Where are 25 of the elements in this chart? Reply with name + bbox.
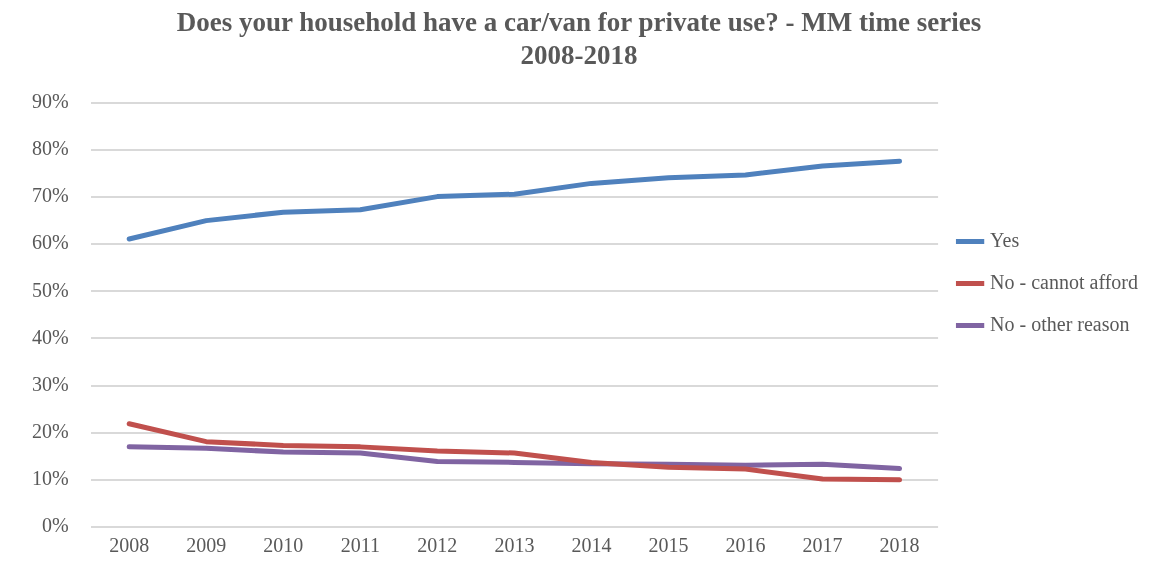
x-tick-label: 2014 [571,534,612,557]
y-tick-label: 0% [41,514,69,537]
y-tick-label: 30% [31,372,69,395]
y-tick-label: 50% [31,278,69,301]
legend-label: Yes [990,228,1020,251]
x-tick-label: 2011 [340,534,380,557]
x-tick-label: 2017 [802,534,843,557]
y-tick-label: 10% [31,467,69,490]
x-tick-label: 2018 [879,534,920,557]
y-tick-label: 60% [31,231,69,254]
chart-title: Does your household have a car/van for private use? - MM time series 2008-2018 [176,7,982,70]
y-tick-label: 70% [31,184,69,207]
x-tick-label: 2008 [109,534,150,557]
legend-label: No - other reason [990,312,1130,335]
y-tick-label: 80% [31,137,69,160]
y-tick-label: 20% [31,419,69,442]
x-tick-label: 2015 [648,534,689,557]
y-tick-label: 90% [31,90,69,113]
x-tick-label: 2010 [263,534,304,557]
x-tick-label: 2009 [186,534,227,557]
x-tick-label: 2016 [725,534,766,557]
legend-label: No - cannot afford [990,270,1139,293]
x-tick-label: 2012 [417,534,458,557]
x-tick-label: 2013 [494,534,535,557]
y-tick-label: 40% [31,325,69,348]
